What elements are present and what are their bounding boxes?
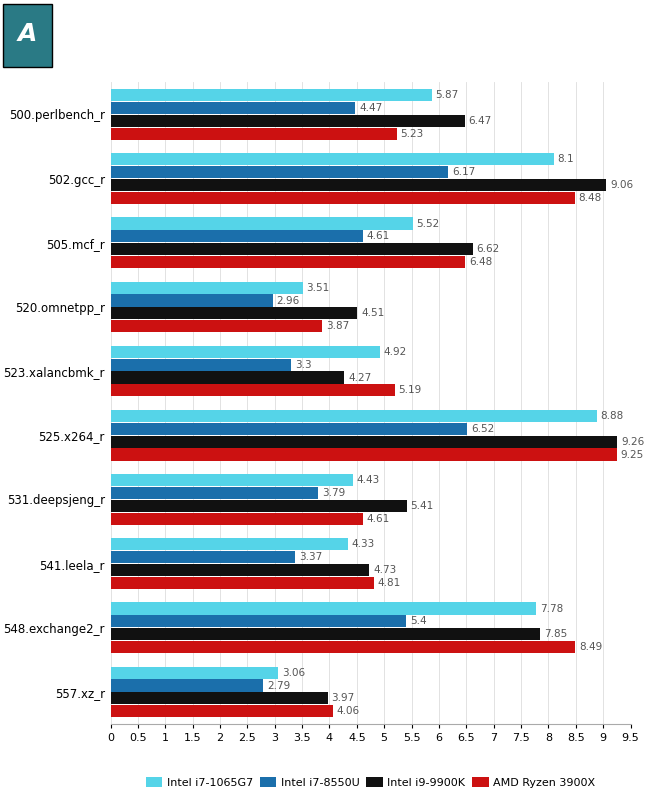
Text: 2.79: 2.79 [267, 681, 291, 690]
Text: 5.87: 5.87 [436, 90, 459, 100]
Bar [111, 320, 322, 332]
Text: 4.06: 4.06 [337, 706, 359, 716]
Bar [111, 230, 363, 242]
Text: 5.4: 5.4 [410, 616, 426, 626]
Bar [111, 358, 291, 370]
Bar [111, 538, 348, 550]
Text: A: A [18, 22, 37, 46]
Text: 4.61: 4.61 [367, 514, 390, 524]
Text: 5.19: 5.19 [398, 386, 422, 395]
Bar [111, 692, 328, 705]
Bar [111, 487, 318, 499]
Text: 3.87: 3.87 [326, 322, 350, 331]
Text: 3.97: 3.97 [332, 694, 355, 703]
Bar [111, 307, 358, 319]
Text: 7.85: 7.85 [544, 629, 567, 639]
Legend: Intel i7-1065G7, Intel i7-8550U, Intel i9-9900K, AMD Ryzen 3900X: Intel i7-1065G7, Intel i7-8550U, Intel i… [141, 773, 600, 792]
Text: 3.37: 3.37 [299, 552, 322, 562]
Text: 7.78: 7.78 [540, 603, 564, 614]
Text: 8.49: 8.49 [579, 642, 603, 652]
Text: 6.52: 6.52 [471, 424, 495, 434]
Bar [111, 628, 540, 640]
Text: 4.43: 4.43 [357, 475, 380, 485]
Text: SPECint2017 Rate-1 Estimated Scores: SPECint2017 Rate-1 Estimated Scores [68, 13, 469, 32]
Text: 3.06: 3.06 [282, 668, 305, 678]
Bar [111, 371, 344, 384]
Text: 5.23: 5.23 [400, 129, 424, 138]
FancyBboxPatch shape [3, 3, 52, 67]
Text: 9.26: 9.26 [621, 437, 644, 446]
Text: 3.79: 3.79 [322, 488, 345, 498]
Text: 6.17: 6.17 [452, 167, 475, 178]
Text: 6.62: 6.62 [476, 244, 500, 254]
Text: 8.48: 8.48 [578, 193, 602, 203]
Bar [111, 410, 597, 422]
Text: 4.51: 4.51 [361, 308, 384, 318]
Bar [111, 294, 272, 306]
Text: 4.73: 4.73 [373, 565, 396, 575]
Bar [111, 89, 432, 102]
Text: 2.96: 2.96 [276, 295, 300, 306]
Bar [111, 551, 295, 563]
Bar [111, 422, 467, 435]
Bar [111, 666, 278, 678]
Bar [111, 474, 353, 486]
Text: 5.52: 5.52 [417, 218, 440, 229]
Bar [111, 615, 406, 627]
Bar [111, 128, 396, 140]
Text: 9.25: 9.25 [621, 450, 644, 459]
Text: 5.41: 5.41 [410, 501, 434, 511]
Text: 4.81: 4.81 [378, 578, 401, 588]
Bar [111, 679, 263, 691]
Bar [111, 179, 606, 191]
Bar [111, 192, 575, 204]
Bar [111, 577, 374, 589]
Text: 4.61: 4.61 [367, 231, 390, 242]
Text: 4.47: 4.47 [359, 103, 382, 113]
Text: 9.06: 9.06 [610, 180, 633, 190]
Text: 4.92: 4.92 [384, 347, 407, 357]
Bar [111, 513, 363, 525]
Text: 8.88: 8.88 [601, 411, 623, 421]
Text: 4.33: 4.33 [352, 539, 374, 550]
Text: 8.1: 8.1 [558, 154, 575, 164]
Bar [111, 256, 465, 268]
Bar [111, 602, 536, 614]
Text: 6.47: 6.47 [469, 116, 492, 126]
Bar [111, 102, 355, 114]
Text: 3.51: 3.51 [306, 282, 330, 293]
Bar [111, 282, 303, 294]
Text: 6.48: 6.48 [469, 257, 492, 267]
Text: Score - Higher is Better: Score - Higher is Better [68, 46, 215, 59]
Text: 3.3: 3.3 [295, 360, 311, 370]
Bar [111, 115, 465, 127]
Bar [111, 218, 413, 230]
Bar [111, 436, 618, 448]
Bar [111, 346, 380, 358]
Bar [111, 705, 333, 718]
Bar [111, 154, 554, 166]
Bar [111, 564, 369, 576]
Text: 4.27: 4.27 [348, 373, 371, 382]
Bar [111, 384, 395, 397]
Bar [111, 243, 473, 255]
Bar [111, 641, 575, 653]
Bar [111, 500, 407, 512]
Bar [111, 449, 617, 461]
Bar [111, 166, 448, 178]
